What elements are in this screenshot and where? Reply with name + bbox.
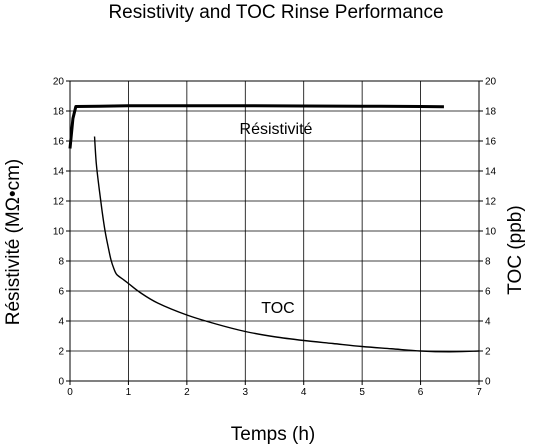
left-tick-label: 16 bbox=[53, 137, 65, 148]
plot-frame bbox=[69, 80, 480, 382]
left-tick-label: 8 bbox=[58, 257, 64, 268]
series-label-resistivite: Résistivité bbox=[240, 121, 313, 138]
left-tick-label: 0 bbox=[58, 377, 64, 388]
left-tick-label: 20 bbox=[53, 77, 65, 88]
left-tick-label: 4 bbox=[58, 317, 64, 328]
x-tick-label: 0 bbox=[67, 387, 73, 398]
chart-title: Resistivity and TOC Rinse Performance bbox=[108, 2, 443, 23]
left-tick-label: 12 bbox=[53, 197, 65, 208]
x-tick-label: 5 bbox=[359, 387, 365, 398]
right-y-axis-ticks: 0 2 4 6 8 10 12 14 16 18 20 bbox=[479, 77, 497, 388]
series-line-r-sistivit- bbox=[68, 104, 444, 149]
series-layer bbox=[68, 104, 480, 353]
left-tick-label: 18 bbox=[53, 107, 65, 118]
right-tick-label: 18 bbox=[485, 107, 497, 118]
x-tick-label: 3 bbox=[243, 387, 249, 398]
right-tick-label: 8 bbox=[485, 257, 491, 268]
x-axis-title: Temps (h) bbox=[231, 424, 315, 445]
left-tick-label: 14 bbox=[53, 167, 65, 178]
left-tick-label: 10 bbox=[53, 227, 65, 238]
series-line-toc bbox=[93, 136, 480, 353]
x-tick-label: 4 bbox=[301, 387, 307, 398]
right-y-axis-title: TOC (ppb) bbox=[505, 205, 526, 294]
right-tick-label: 4 bbox=[485, 317, 491, 328]
right-tick-label: 20 bbox=[485, 77, 497, 88]
x-tick-label: 7 bbox=[476, 387, 482, 398]
x-tick-label: 6 bbox=[418, 387, 424, 398]
left-y-axis-title: Résistivité (MΩ•cm) bbox=[3, 159, 24, 326]
right-tick-label: 6 bbox=[485, 287, 491, 298]
right-tick-label: 2 bbox=[485, 347, 491, 358]
left-tick-label: 2 bbox=[58, 347, 64, 358]
x-tick-label: 1 bbox=[126, 387, 132, 398]
left-tick-label: 6 bbox=[58, 287, 64, 298]
right-tick-label: 16 bbox=[485, 137, 497, 148]
right-tick-label: 10 bbox=[485, 227, 497, 238]
left-y-axis-ticks: 0 2 4 6 8 10 12 14 16 18 20 bbox=[53, 77, 70, 388]
right-tick-label: 0 bbox=[485, 377, 491, 388]
x-tick-label: 2 bbox=[184, 387, 190, 398]
gridlines bbox=[70, 81, 479, 381]
right-tick-label: 12 bbox=[485, 197, 497, 208]
right-tick-label: 14 bbox=[485, 167, 497, 178]
x-axis-ticks: 0 1 2 3 4 5 6 7 bbox=[67, 381, 482, 398]
series-label-toc: TOC bbox=[261, 300, 294, 317]
